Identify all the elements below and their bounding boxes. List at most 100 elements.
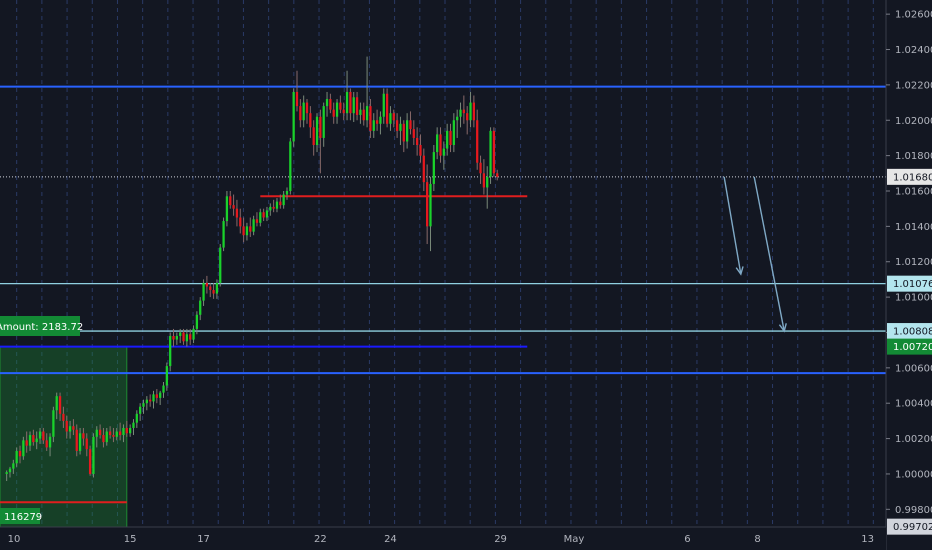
candle-body — [152, 394, 155, 402]
price-badge-label: 0.99702 — [893, 522, 932, 533]
candle-body — [169, 336, 172, 367]
candle-body — [45, 440, 48, 448]
candle-body — [452, 120, 455, 146]
candle-body — [185, 334, 189, 342]
candle-body — [98, 429, 102, 436]
candle-body — [355, 97, 359, 115]
candle-body — [345, 91, 349, 114]
price-badge-current — [887, 168, 932, 185]
candle-body — [68, 426, 72, 432]
candle-body — [305, 102, 309, 114]
candle-body — [359, 109, 362, 115]
price-badge-blue — [887, 338, 932, 355]
candle-body — [239, 217, 242, 227]
candle-body — [175, 336, 178, 340]
candle-body — [78, 433, 82, 451]
candle-body — [459, 109, 462, 117]
candle-body — [486, 176, 489, 188]
candle-body — [325, 99, 329, 107]
candle-body — [8, 468, 12, 473]
candle-body — [385, 93, 389, 124]
candle-body — [332, 109, 335, 117]
candle-body — [215, 282, 219, 294]
amount-label: Amount: 2183.72 — [0, 322, 83, 333]
y-tick-label: 0.99800 — [895, 505, 932, 516]
candle-body — [135, 413, 138, 423]
candle-body — [262, 212, 265, 218]
projection-arrow — [723, 176, 742, 275]
x-tick-label: 6 — [684, 534, 690, 545]
candle-body — [492, 130, 496, 174]
y-tick-label: 1.00600 — [895, 363, 932, 374]
x-tick-label: 24 — [384, 534, 397, 545]
candle-body — [392, 113, 395, 121]
price-badge-target1 — [887, 275, 932, 292]
candle-body — [95, 429, 98, 437]
candle-body — [462, 109, 465, 114]
x-tick-label: 13 — [861, 534, 874, 545]
candle-body — [272, 206, 275, 209]
candle-body — [118, 431, 122, 436]
price-badge-target2 — [887, 323, 932, 340]
candle-body — [496, 173, 499, 177]
candle-body — [155, 394, 158, 398]
candle-body — [439, 134, 442, 156]
price-axis: 1.02600 1.02400 1.02200 1.02000 1.01800 1.016… — [885, 0, 932, 550]
candle-body — [352, 97, 355, 114]
candle-body — [88, 449, 92, 474]
candle-body — [205, 282, 209, 287]
candle-body — [209, 286, 212, 291]
bottom-amount-label: 116279 — [4, 512, 42, 523]
candle-body — [322, 106, 325, 138]
candle-body — [202, 282, 205, 301]
candle-body — [476, 120, 479, 163]
candle-body — [179, 332, 182, 337]
candle-body — [282, 194, 285, 206]
candle-body — [335, 102, 339, 117]
x-tick-label: 22 — [314, 534, 327, 545]
candle-body — [232, 205, 235, 209]
candle-body — [482, 173, 486, 188]
candle-body — [479, 162, 482, 174]
candle-body — [15, 450, 18, 464]
candle-body — [149, 399, 152, 402]
candle-body — [142, 403, 145, 407]
candle-body — [269, 206, 272, 211]
price-badge-label: 1.00808 — [893, 327, 932, 338]
candle-body — [189, 334, 192, 340]
candle-body — [489, 130, 492, 177]
candle-body — [389, 113, 392, 124]
price-badges: 1.01680 1.01076 1.00808 1.00720 0.99702 — [887, 168, 932, 535]
candle-body — [55, 396, 58, 411]
candle-body — [42, 431, 45, 441]
bottom-amount-bg — [0, 508, 40, 524]
grid — [16, 0, 874, 527]
candle-body — [229, 196, 232, 206]
y-tick-label: 1.01800 — [895, 151, 932, 162]
candle-body — [12, 463, 15, 469]
candle-body — [419, 145, 422, 156]
candle-body — [195, 314, 199, 329]
price-badge-label: 1.01076 — [893, 279, 932, 290]
candle-body — [362, 109, 365, 121]
candle-body — [466, 113, 469, 121]
candle-body — [449, 130, 452, 146]
horizontal-lines — [0, 85, 886, 375]
y-tick-label: 1.02200 — [895, 80, 932, 91]
x-tick-label: 29 — [494, 534, 507, 545]
candle-body — [145, 399, 148, 404]
candle-body — [22, 440, 25, 457]
projection-arrow-head — [735, 266, 744, 276]
candle-body — [275, 201, 279, 209]
candle-body — [432, 152, 435, 184]
candle-body — [302, 102, 305, 121]
y-tick-label: 1.02400 — [895, 45, 932, 56]
candle-body — [225, 196, 229, 222]
y-tick-label: 1.01200 — [895, 257, 932, 268]
candle-body — [309, 113, 312, 128]
candle-body — [62, 413, 65, 421]
candle-body — [105, 431, 108, 443]
candle-body — [28, 435, 32, 446]
price-badge-label: 1.00720 — [893, 342, 932, 353]
